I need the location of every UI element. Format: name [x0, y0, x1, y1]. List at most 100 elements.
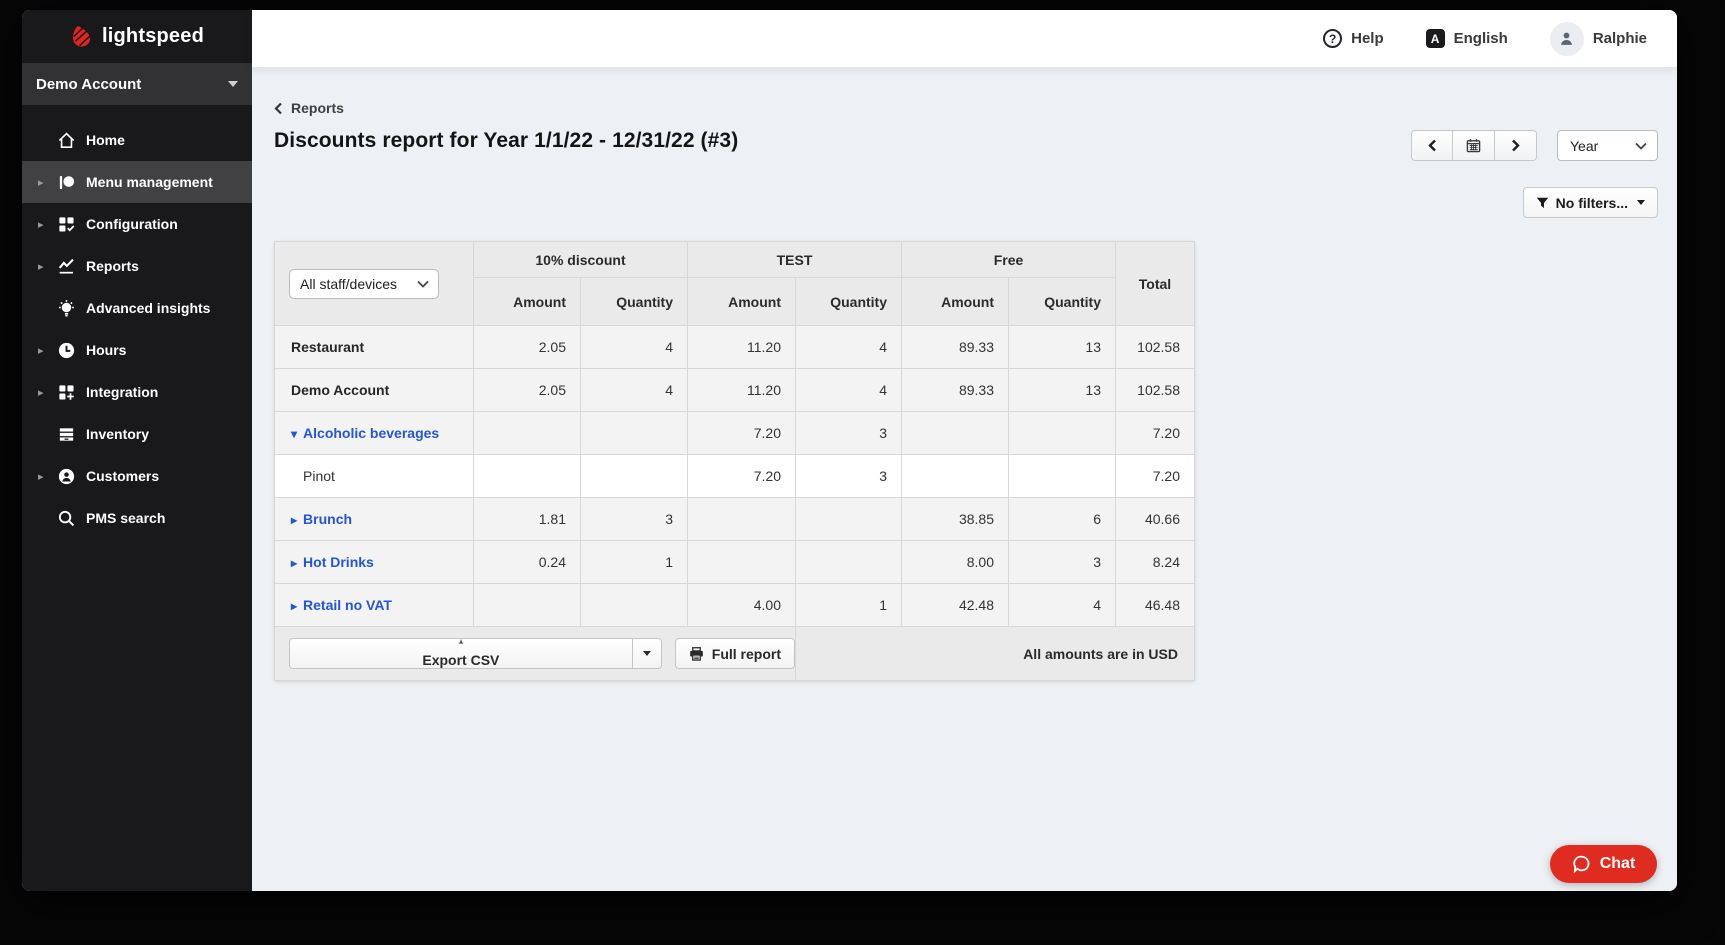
value-cell: 3: [1008, 540, 1116, 584]
sidebar-item-label: Advanced insights: [86, 300, 211, 316]
value-cell: [687, 540, 796, 584]
sidebar-item-reports[interactable]: ▸ Reports: [22, 245, 252, 287]
collapse-caret-icon[interactable]: ▾: [291, 427, 298, 441]
language-icon: A: [1425, 29, 1445, 48]
sidebar-item-label: Menu management: [86, 174, 213, 190]
calendar-icon: [1466, 139, 1481, 153]
total-cell: 7.20: [1115, 454, 1195, 498]
download-icon: [458, 639, 464, 644]
discount-group-header: 10% discount: [473, 241, 688, 278]
app-window: lightspeed Demo Account Home ▸: [22, 10, 1677, 891]
next-period-button[interactable]: [1495, 130, 1537, 161]
expand-caret-icon[interactable]: ▸: [291, 513, 298, 527]
expand-caret-icon[interactable]: ▸: [38, 260, 44, 273]
expand-caret-icon[interactable]: ▸: [38, 386, 44, 399]
row-name-label: Pinot: [303, 468, 335, 484]
amount-column-header: Amount: [687, 277, 796, 326]
row-name-cell: Restaurant: [274, 325, 474, 369]
expand-caret-icon[interactable]: ▸: [38, 470, 44, 483]
value-cell: [687, 497, 796, 541]
row-name-cell[interactable]: ▾ Alcoholic beverages: [274, 411, 474, 455]
help-button[interactable]: ? Help: [1323, 29, 1384, 48]
row-name-label: Alcoholic beverages: [303, 425, 440, 441]
expand-caret-icon[interactable]: ▸: [38, 344, 44, 357]
export-options-button[interactable]: [632, 638, 662, 669]
row-name-label: Restaurant: [291, 339, 365, 355]
user-menu-button[interactable]: Ralphie: [1549, 21, 1647, 56]
value-cell: 3: [795, 454, 902, 498]
page-title: Discounts report for Year 1/1/22 - 12/31…: [274, 129, 739, 152]
row-name-cell[interactable]: ▸ Retail no VAT: [274, 583, 474, 627]
breadcrumb-label: Reports: [291, 100, 344, 116]
logo-wordmark: lightspeed: [101, 25, 204, 47]
row-name-cell[interactable]: ▸ Brunch: [274, 497, 474, 541]
calendar-button[interactable]: [1453, 130, 1495, 161]
value-cell: [580, 411, 688, 455]
account-selector[interactable]: Demo Account: [22, 63, 252, 105]
value-cell: [795, 497, 902, 541]
discount-group-header: TEST: [687, 241, 902, 278]
sidebar-item-label: Hours: [86, 342, 127, 358]
home-icon: [56, 130, 76, 150]
staff-filter-cell: All staff/devices: [274, 241, 474, 326]
period-type-select[interactable]: Year: [1557, 130, 1658, 161]
integration-icon: [56, 382, 76, 402]
avatar: [1549, 21, 1584, 56]
staff-filter-select[interactable]: All staff/devices: [289, 268, 439, 299]
topbar: ? Help A English Ralphie: [252, 10, 1677, 67]
sidebar-item-label: Inventory: [86, 426, 150, 442]
sidebar-item-pms-search[interactable]: PMS search: [22, 497, 252, 539]
filters-button[interactable]: No filters...: [1522, 187, 1658, 218]
value-cell: 2.05: [473, 368, 581, 412]
report-content: Reports Discounts report for Year 1/1/22…: [252, 67, 1677, 891]
sidebar-item-configuration[interactable]: ▸ Configuration: [22, 203, 252, 245]
table-row: Restaurant 2.05 4 11.20 4 89.33 13 102.58: [274, 325, 1195, 369]
table-sub-header-row: Amount Quantity Amount Quantity Amount Q…: [275, 277, 1195, 326]
table-row: ▸ Retail no VAT 4.00 1 42.48 4 46.48: [274, 583, 1195, 627]
expand-caret-icon[interactable]: ▸: [291, 556, 298, 570]
value-cell: [580, 454, 688, 498]
chat-button[interactable]: Chat: [1550, 845, 1657, 883]
sidebar-item-integration[interactable]: ▸ Integration: [22, 371, 252, 413]
language-button[interactable]: A English: [1425, 29, 1508, 48]
table-body: Restaurant 2.05 4 11.20 4 89.33 13 102.58 Demo A…: [274, 325, 1195, 627]
main-area: ? Help A English Ralphie: [252, 10, 1677, 891]
value-cell: 38.85: [901, 497, 1009, 541]
total-cell: 8.24: [1115, 540, 1195, 584]
period-controls: Year: [1411, 130, 1658, 161]
sidebar-item-advanced-insights[interactable]: Advanced insights: [22, 287, 252, 329]
row-name-label: Retail no VAT: [303, 597, 392, 613]
sidebar-item-home[interactable]: Home: [22, 119, 252, 161]
value-cell: 11.20: [687, 325, 796, 369]
sidebar-item-menu-management[interactable]: ▸ Menu management: [22, 161, 252, 203]
footer-actions-cell: Export CSV: [274, 626, 796, 681]
export-csv-button[interactable]: Export CSV: [289, 638, 633, 669]
full-report-button[interactable]: Full report: [674, 638, 795, 669]
sidebar-item-hours[interactable]: ▸ Hours: [22, 329, 252, 371]
value-cell: 3: [795, 411, 902, 455]
chevron-down-icon: [417, 280, 429, 288]
sidebar-item-inventory[interactable]: Inventory: [22, 413, 252, 455]
value-cell: 13: [1008, 325, 1116, 369]
row-name-cell[interactable]: ▸ Hot Drinks: [274, 540, 474, 584]
previous-period-button[interactable]: [1411, 130, 1453, 161]
value-cell: [580, 583, 688, 627]
breadcrumb[interactable]: Reports: [274, 100, 344, 116]
export-csv-label: Export CSV: [422, 652, 500, 668]
row-name-cell: Pinot: [274, 454, 474, 498]
total-cell: 40.66: [1115, 497, 1195, 541]
value-cell: 2.05: [473, 325, 581, 369]
value-cell: 13: [1008, 368, 1116, 412]
language-label: English: [1453, 30, 1508, 47]
expand-caret-icon[interactable]: ▸: [38, 176, 44, 189]
expand-caret-icon[interactable]: ▸: [38, 218, 44, 231]
chevron-left-icon: [1427, 139, 1436, 152]
currency-note: All amounts are in USD: [795, 626, 1195, 681]
total-column-header: Total: [1115, 241, 1195, 326]
sidebar-item-customers[interactable]: ▸ Customers: [22, 455, 252, 497]
account-name: Demo Account: [36, 75, 142, 93]
expand-caret-icon[interactable]: ▸: [291, 599, 298, 613]
quantity-column-header: Quantity: [1008, 277, 1116, 326]
sidebar-item-label: Configuration: [86, 216, 178, 232]
value-cell: 3: [580, 497, 688, 541]
